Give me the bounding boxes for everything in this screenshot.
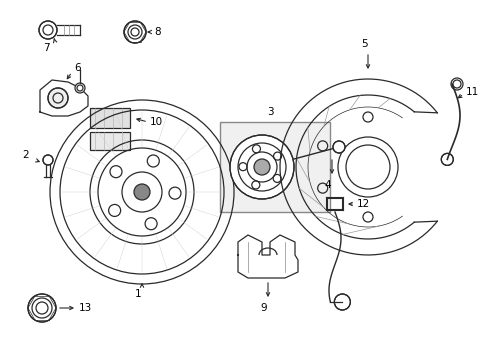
Text: 13: 13 (79, 303, 92, 313)
Text: 12: 12 (357, 199, 370, 209)
Circle shape (43, 155, 53, 165)
Text: 1: 1 (135, 289, 141, 299)
Polygon shape (238, 235, 298, 278)
Bar (220, 122, 330, 212)
Text: 8: 8 (154, 27, 161, 37)
Circle shape (441, 153, 453, 165)
Bar (90, 132, 130, 150)
Text: 10: 10 (150, 117, 163, 127)
Text: 3: 3 (267, 107, 273, 117)
Circle shape (134, 184, 150, 200)
Text: 7: 7 (43, 43, 49, 53)
Circle shape (39, 21, 57, 39)
Text: 5: 5 (361, 39, 368, 49)
Text: 4: 4 (325, 180, 331, 190)
Circle shape (333, 141, 345, 153)
Circle shape (334, 294, 350, 310)
Circle shape (75, 83, 85, 93)
Polygon shape (40, 80, 88, 116)
Text: 11: 11 (466, 87, 479, 97)
Circle shape (451, 78, 463, 90)
Circle shape (48, 88, 68, 108)
Bar (90, 108, 130, 128)
Circle shape (254, 159, 270, 175)
Text: 2: 2 (22, 150, 28, 160)
Text: 6: 6 (74, 63, 81, 73)
Circle shape (230, 135, 294, 199)
Text: 9: 9 (261, 303, 268, 313)
Circle shape (124, 21, 146, 43)
Circle shape (28, 294, 56, 322)
